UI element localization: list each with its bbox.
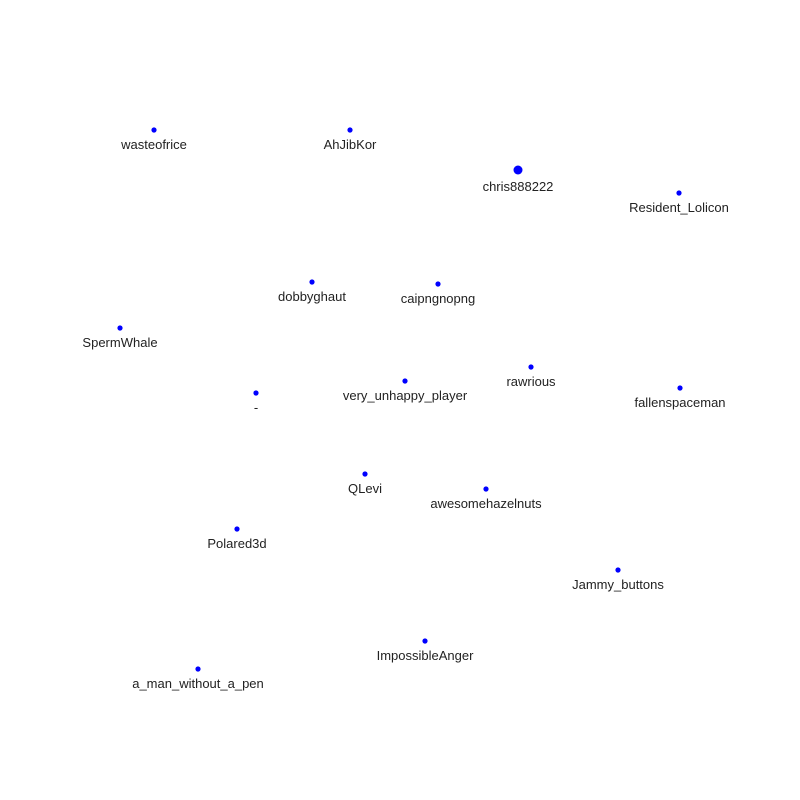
graph-node: rawrious: [506, 364, 556, 389]
node-label: caipngnopng: [401, 291, 475, 306]
node-dot: [422, 638, 428, 644]
node-dot: [615, 567, 621, 573]
node-label: SpermWhale: [82, 335, 157, 350]
node-dot: [234, 526, 240, 532]
graph-node: -: [253, 390, 259, 415]
node-dot: [483, 486, 489, 492]
node-dot: [435, 281, 441, 287]
graph-node: caipngnopng: [401, 281, 475, 306]
node-dot: [677, 385, 683, 391]
node-dot: [151, 127, 157, 133]
nodes-layer: wasteofrice AhJibKor chris888222 Resident_L…: [82, 127, 729, 691]
node-dot: [195, 666, 201, 672]
graph-node: QLevi: [348, 471, 382, 496]
graph-node: Resident_Lolicon: [629, 190, 729, 215]
node-dot: [528, 364, 534, 370]
node-label: -: [254, 400, 258, 415]
graph-node: Jammy_buttons: [572, 567, 664, 592]
node-dot: [347, 127, 353, 133]
graph-node: dobbyghaut: [278, 279, 346, 304]
node-dot: [362, 471, 368, 477]
graph-node: AhJibKor: [324, 127, 377, 152]
node-dot: [117, 325, 123, 331]
node-label: dobbyghaut: [278, 289, 346, 304]
node-dot: [309, 279, 315, 285]
node-label: Resident_Lolicon: [629, 200, 729, 215]
node-label: rawrious: [506, 374, 556, 389]
node-dot: [253, 390, 259, 396]
graph-node: ImpossibleAnger: [377, 638, 474, 663]
node-label: fallenspaceman: [634, 395, 725, 410]
graph-node: wasteofrice: [120, 127, 187, 152]
graph-node: chris888222: [483, 165, 554, 194]
node-dot: [402, 378, 408, 384]
node-label: wasteofrice: [120, 137, 187, 152]
node-label: chris888222: [483, 179, 554, 194]
node-label: awesomehazelnuts: [430, 496, 542, 511]
graph-node: a_man_without_a_pen: [132, 666, 264, 691]
graph-node: SpermWhale: [82, 325, 158, 350]
graph-node: awesomehazelnuts: [430, 486, 542, 511]
node-dot: [513, 165, 523, 175]
graph-node: Polared3d: [207, 526, 267, 551]
graph-node: very_unhappy_player: [343, 378, 468, 403]
node-label: a_man_without_a_pen: [132, 676, 264, 691]
node-label: ImpossibleAnger: [377, 648, 474, 663]
node-label: Polared3d: [207, 536, 266, 551]
node-label: very_unhappy_player: [343, 388, 468, 403]
node-label: QLevi: [348, 481, 382, 496]
node-label: Jammy_buttons: [572, 577, 664, 592]
node-label: AhJibKor: [324, 137, 377, 152]
node-dot: [676, 190, 682, 196]
graph-node: fallenspaceman: [634, 385, 726, 410]
